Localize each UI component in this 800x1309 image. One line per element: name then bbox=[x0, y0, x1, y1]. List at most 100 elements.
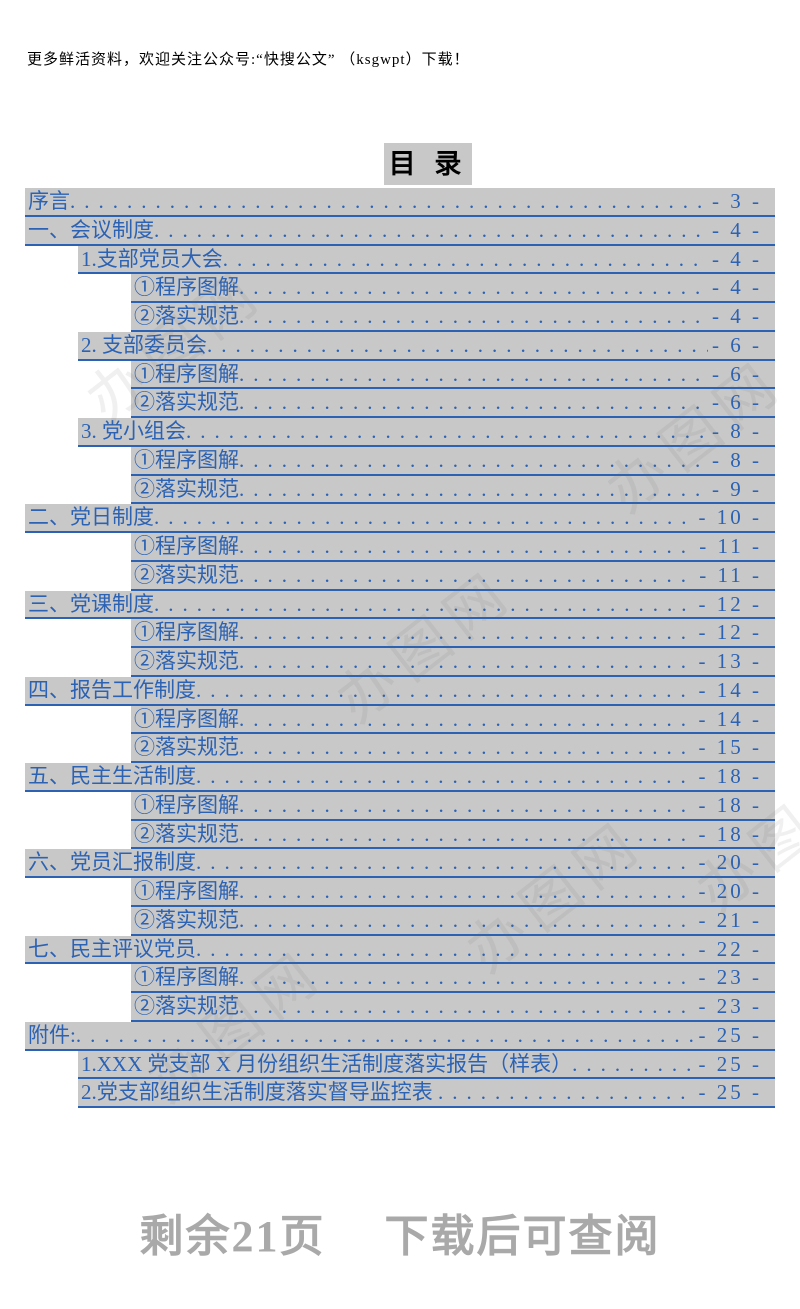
page-number: - 4 - bbox=[712, 275, 762, 300]
toc-entry-title: ②落实规范 bbox=[134, 476, 239, 501]
dot-leader bbox=[154, 591, 695, 618]
toc-entry[interactable]: ①程序图解 - 8 - bbox=[131, 446, 775, 476]
page-number: - 6 - bbox=[712, 361, 762, 386]
toc-entry-title: ①程序图解 bbox=[134, 620, 239, 645]
toc-entry[interactable]: ①程序图解 - 6 - bbox=[131, 360, 775, 390]
toc-entry-title: 二、党日制度 bbox=[28, 505, 154, 530]
toc-entry[interactable]: 二、党日制度 - 10 - bbox=[25, 504, 775, 533]
toc-entry-title: ①程序图解 bbox=[134, 447, 239, 472]
dot-leader bbox=[239, 734, 695, 761]
page-number: - 10 - bbox=[698, 505, 762, 530]
toc-entry-title: 四、报告工作制度 bbox=[28, 677, 196, 702]
toc-entry-title: ②落实规范 bbox=[134, 562, 239, 587]
toc-entry[interactable]: ②落实规范 - 6 - bbox=[131, 389, 775, 418]
dot-leader bbox=[196, 763, 695, 790]
dot-leader bbox=[239, 619, 695, 646]
header-note: 更多鲜活资料，欢迎关注公众号:“快搜公文” （ksgwpt）下载！ bbox=[27, 52, 470, 68]
toc-entry[interactable]: 四、报告工作制度 - 14 - bbox=[25, 676, 775, 706]
page-number: - 6 - bbox=[712, 390, 762, 415]
toc-entry[interactable]: 2.党支部组织生活制度落实督导监控表 - 25 - bbox=[78, 1079, 775, 1108]
toc-entry[interactable]: 五、民主生活制度 - 18 - bbox=[25, 763, 775, 792]
toc-entry[interactable]: 六、党员汇报制度 - 20 - bbox=[25, 849, 775, 878]
remaining-pages-note: 剩余21页 下载后可查阅 bbox=[139, 1212, 661, 1261]
dot-leader bbox=[186, 418, 708, 445]
dot-leader bbox=[70, 188, 708, 215]
page-number: - 18 - bbox=[698, 792, 762, 817]
toc-entry-title: 五、民主生活制度 bbox=[28, 764, 196, 788]
dot-leader bbox=[438, 1079, 695, 1106]
toc-entry[interactable]: ①程序图解 - 23 - bbox=[131, 964, 775, 993]
dot-leader bbox=[239, 303, 708, 330]
dot-leader bbox=[239, 476, 708, 503]
dot-leader bbox=[239, 792, 695, 819]
page-number: - 13 - bbox=[698, 649, 762, 673]
page-number: - 11 - bbox=[699, 562, 762, 587]
toc-entry[interactable]: 一、会议制度 - 4 - bbox=[25, 216, 775, 246]
toc-entry-title: ②落实规范 bbox=[134, 304, 239, 328]
dot-leader bbox=[76, 1022, 695, 1049]
page-number: - 8 - bbox=[712, 447, 762, 472]
dot-leader bbox=[239, 389, 708, 416]
toc-entry[interactable]: 3. 党小组会 - 8 - bbox=[78, 418, 775, 447]
toc-entry[interactable]: ①程序图解 - 20 - bbox=[131, 878, 775, 907]
toc-entry[interactable]: ②落实规范 - 11 - bbox=[131, 561, 775, 591]
toc-entry-title: 1.支部党员大会 bbox=[81, 246, 223, 271]
toc-entry[interactable]: 三、党课制度 - 12 - bbox=[25, 590, 775, 620]
toc-entry-title: 三、党课制度 bbox=[28, 591, 154, 616]
page-number: - 20 - bbox=[698, 850, 762, 875]
dot-leader bbox=[239, 993, 695, 1020]
page-number: - 14 - bbox=[698, 706, 762, 731]
toc-entry[interactable]: 序言 - 3 - bbox=[25, 188, 775, 217]
toc-entry[interactable]: ①程序图解 - 18 - bbox=[131, 791, 775, 821]
toc-entry-title: ①程序图解 bbox=[134, 965, 239, 990]
page-number: - 12 - bbox=[698, 620, 762, 645]
toc-entry-title: ②落实规范 bbox=[134, 649, 239, 673]
page-number: - 11 - bbox=[699, 534, 762, 558]
dot-leader bbox=[154, 217, 708, 244]
toc-entry[interactable]: 1.XXX 党支部 X 月份组织生活制度落实报告（样表） - 25 - bbox=[78, 1050, 775, 1080]
dot-leader bbox=[154, 504, 695, 531]
dot-leader bbox=[239, 361, 708, 388]
dot-leader bbox=[239, 706, 695, 733]
toc-entry[interactable]: ①程序图解 - 4 - bbox=[131, 274, 775, 303]
toc-entry[interactable]: ①程序图解 - 11 - bbox=[131, 533, 775, 562]
page-number: - 6 - bbox=[712, 332, 762, 357]
toc-entry-title: 1.XXX 党支部 X 月份组织生活制度落实报告（样表） bbox=[81, 1051, 573, 1076]
dot-leader bbox=[196, 677, 695, 704]
toc-entry[interactable]: ②落实规范 - 13 - bbox=[131, 648, 775, 677]
page-number: - 25 - bbox=[698, 1080, 762, 1105]
dot-leader bbox=[196, 936, 695, 963]
toc-entry-title: ②落实规范 bbox=[134, 821, 239, 846]
page-number: - 20 - bbox=[698, 879, 762, 903]
page-number: - 18 - bbox=[698, 764, 762, 788]
page-number: - 3 - bbox=[712, 189, 762, 213]
toc-entry[interactable]: ②落实规范 - 18 - bbox=[131, 820, 775, 850]
toc-entry-title: 序言 bbox=[28, 189, 70, 213]
toc-entry[interactable]: 附件: - 25 - bbox=[25, 1021, 775, 1051]
toc-entry[interactable]: 七、民主评议党员 - 22 - bbox=[25, 935, 775, 965]
dot-leader bbox=[239, 821, 695, 848]
toc-entry[interactable]: ②落实规范 - 21 - bbox=[131, 906, 775, 936]
toc-entry-title: ①程序图解 bbox=[134, 879, 239, 903]
toc-entry-title: 一、会议制度 bbox=[28, 217, 154, 242]
toc-entry[interactable]: ②落实规范 - 9 - bbox=[131, 475, 775, 505]
page-number: - 4 - bbox=[712, 304, 762, 328]
toc-entry[interactable]: ②落实规范 - 23 - bbox=[131, 993, 775, 1022]
toc-entry[interactable]: ①程序图解 - 12 - bbox=[131, 619, 775, 648]
page-number: - 8 - bbox=[712, 419, 762, 443]
page-number: - 21 - bbox=[698, 907, 762, 932]
toc-entry[interactable]: ②落实规范 - 4 - bbox=[131, 303, 775, 332]
toc-entry[interactable]: ②落实规范 - 15 - bbox=[131, 734, 775, 763]
toc-entry-title: ②落实规范 bbox=[134, 390, 239, 415]
page-number: - 18 - bbox=[698, 821, 762, 846]
page-number: - 25 - bbox=[698, 1022, 762, 1047]
page-number: - 12 - bbox=[698, 591, 762, 616]
toc-entry-title: 2.党支部组织生活制度落实督导监控表 bbox=[81, 1080, 438, 1105]
page-number: - 9 - bbox=[712, 476, 762, 501]
toc-entry[interactable]: ①程序图解 - 14 - bbox=[131, 705, 775, 735]
toc-entry[interactable]: 1.支部党员大会 - 4 - bbox=[78, 245, 775, 275]
page-number: - 23 - bbox=[698, 994, 762, 1018]
toc-entry[interactable]: 2. 支部委员会 - 6 - bbox=[78, 331, 775, 361]
dot-leader bbox=[239, 274, 708, 301]
